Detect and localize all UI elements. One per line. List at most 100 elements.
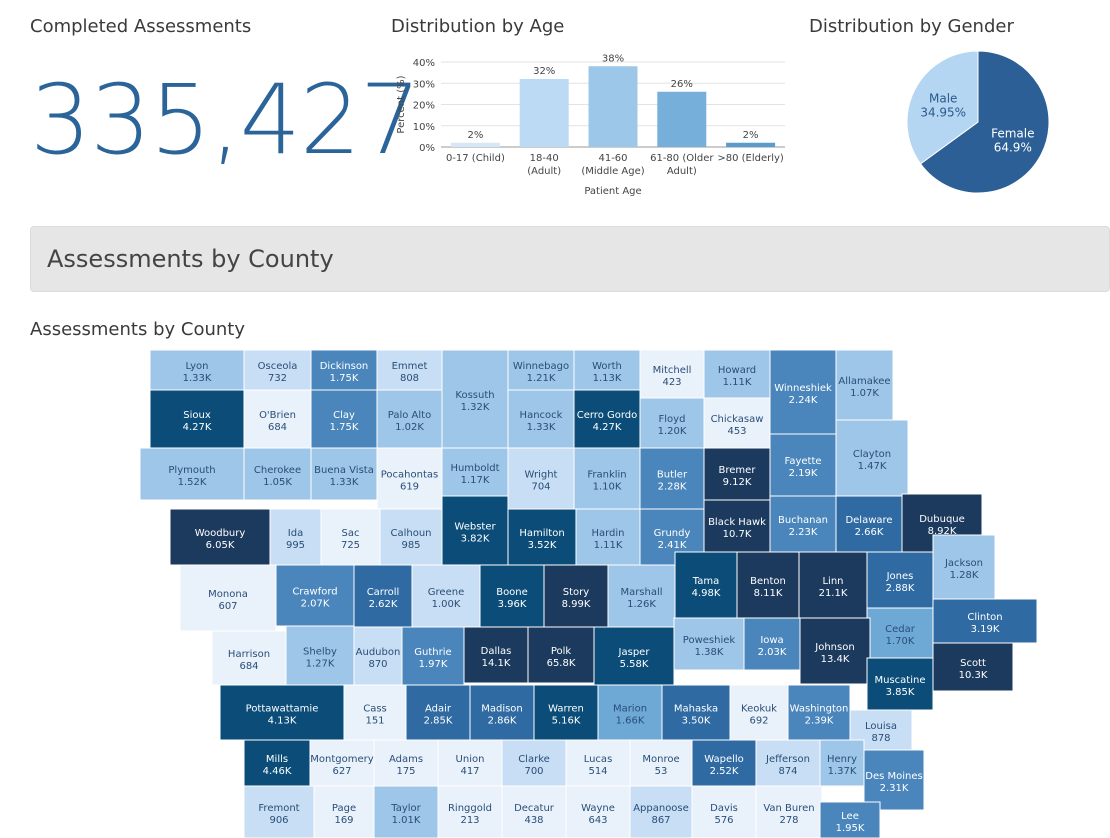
county-value: 4.13K bbox=[268, 716, 297, 727]
county-value: 2.52K bbox=[710, 766, 739, 777]
county-name: Fremont bbox=[258, 803, 299, 814]
county-value: 1.38K bbox=[695, 647, 724, 658]
county-name: Warren bbox=[548, 704, 584, 715]
county-name: Chickasaw bbox=[711, 414, 764, 425]
county-value: 2.24K bbox=[789, 395, 818, 406]
county-name: Montgomery bbox=[310, 754, 373, 765]
county-name: Humboldt bbox=[450, 463, 499, 474]
county-shape bbox=[169, 508, 271, 566]
county-shape bbox=[691, 785, 757, 838]
county-shape bbox=[353, 626, 403, 686]
bar-data-label: 26% bbox=[671, 79, 693, 90]
county-name: Bremer bbox=[719, 465, 757, 476]
county-name: Adams bbox=[389, 754, 423, 765]
county-shape bbox=[607, 564, 676, 628]
county-value: 643 bbox=[588, 815, 607, 826]
county-value: 619 bbox=[400, 482, 419, 493]
x-tick-label: (Adult) bbox=[527, 166, 561, 177]
county-name: Story bbox=[563, 587, 589, 598]
y-tick-label: 10% bbox=[413, 122, 435, 133]
county-value: 684 bbox=[268, 422, 287, 433]
county-name: Linn bbox=[822, 576, 843, 587]
county-shape bbox=[932, 642, 1014, 692]
county-shape bbox=[373, 785, 439, 838]
county-name: Jefferson bbox=[765, 754, 810, 765]
county-value: 4.46K bbox=[263, 766, 292, 777]
pie-slice-value: 34.95% bbox=[920, 105, 966, 119]
county-shape bbox=[866, 551, 934, 609]
county-value: 169 bbox=[334, 815, 353, 826]
county-value: 874 bbox=[778, 766, 797, 777]
county-name: Floyd bbox=[659, 414, 686, 425]
county-value: 725 bbox=[341, 540, 360, 551]
county-value: 878 bbox=[871, 733, 890, 744]
county-value: 995 bbox=[286, 540, 305, 551]
county-shape bbox=[755, 739, 821, 787]
county-value: 906 bbox=[269, 815, 288, 826]
county-name: Union bbox=[456, 754, 485, 765]
county-value: 5.16K bbox=[552, 716, 581, 727]
county-shape bbox=[149, 389, 245, 449]
county-name: Audubon bbox=[356, 647, 401, 658]
county-value: 8.99K bbox=[562, 599, 591, 610]
county-shape bbox=[353, 564, 413, 628]
county-name: Henry bbox=[827, 754, 857, 765]
x-tick-label: 41-60 bbox=[598, 153, 627, 164]
y-tick-label: 30% bbox=[413, 79, 435, 90]
county-shape bbox=[211, 630, 287, 686]
county-name: Lucas bbox=[584, 754, 613, 765]
county-name: Decatur bbox=[514, 803, 555, 814]
county-shape bbox=[769, 433, 837, 497]
county-value: 21.1K bbox=[819, 588, 848, 599]
county-value: 870 bbox=[368, 659, 387, 670]
county-value: 3.85K bbox=[886, 687, 915, 698]
county-name: Jackson bbox=[944, 558, 983, 569]
county-value: 2.23K bbox=[789, 527, 818, 538]
county-shape bbox=[243, 739, 311, 787]
county-name: Wapello bbox=[704, 754, 744, 765]
county-name: Jones bbox=[886, 571, 914, 582]
county-shape bbox=[673, 617, 745, 671]
section-header-title: Assessments by County bbox=[47, 245, 334, 273]
county-shape bbox=[243, 785, 315, 838]
county-shape bbox=[629, 739, 693, 787]
county-name: Shelby bbox=[303, 647, 337, 658]
county-name: Buchanan bbox=[778, 515, 828, 526]
county-name: Page bbox=[332, 803, 356, 814]
county-value: 2.66K bbox=[855, 527, 884, 538]
county-value: 1.17K bbox=[461, 475, 490, 486]
county-value: 1.66K bbox=[616, 716, 645, 727]
pie-slice bbox=[906, 50, 979, 165]
y-axis-label: Percent (%) bbox=[396, 75, 407, 133]
county-shape bbox=[799, 617, 871, 685]
county-shape bbox=[507, 389, 575, 449]
county-shape bbox=[691, 739, 757, 787]
county-shape bbox=[149, 349, 245, 391]
county-name: Dallas bbox=[481, 646, 512, 657]
